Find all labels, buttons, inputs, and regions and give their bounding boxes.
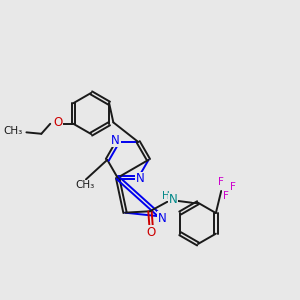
Text: O: O [147,226,156,239]
Text: N: N [158,212,167,225]
Text: O: O [53,116,62,129]
Text: F: F [218,177,224,187]
Text: F: F [223,191,229,201]
Text: F: F [230,182,236,192]
Text: N: N [169,193,178,206]
Text: N: N [136,172,145,185]
Text: CH₃: CH₃ [75,180,94,190]
Text: N: N [111,134,120,147]
Text: H: H [162,191,169,201]
Text: CH₃: CH₃ [3,126,23,136]
